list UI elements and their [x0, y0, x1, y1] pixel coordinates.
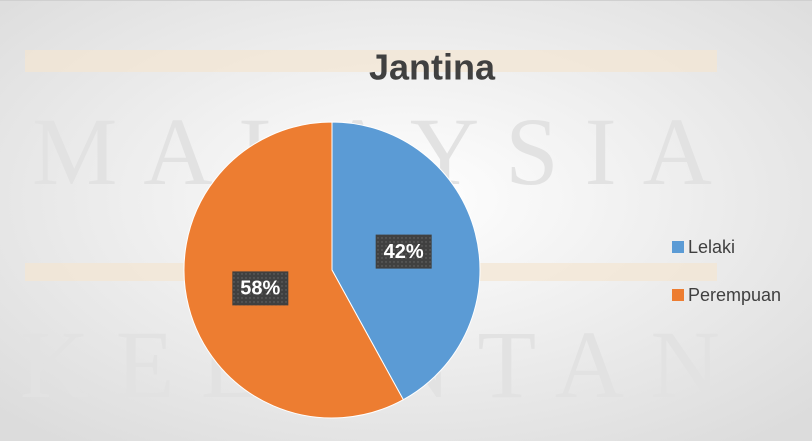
data-label-box: [375, 234, 432, 269]
legend-swatch: [672, 289, 684, 301]
legend-swatch: [672, 241, 684, 253]
legend-label: Perempuan: [688, 285, 781, 305]
data-label-box: [232, 271, 289, 306]
legend: Lelaki Perempuan: [672, 237, 781, 305]
pie: [183, 121, 481, 419]
data-label: 58%: [240, 278, 280, 300]
band: [25, 50, 717, 72]
pie-slice: [183, 121, 404, 419]
border: [0, 0, 812, 1]
chart-title: Jantina: [369, 47, 496, 88]
legend-label: Lelaki: [688, 237, 735, 257]
data-label: 42%: [384, 241, 424, 263]
data-labels: 42% 58%: [232, 234, 432, 306]
